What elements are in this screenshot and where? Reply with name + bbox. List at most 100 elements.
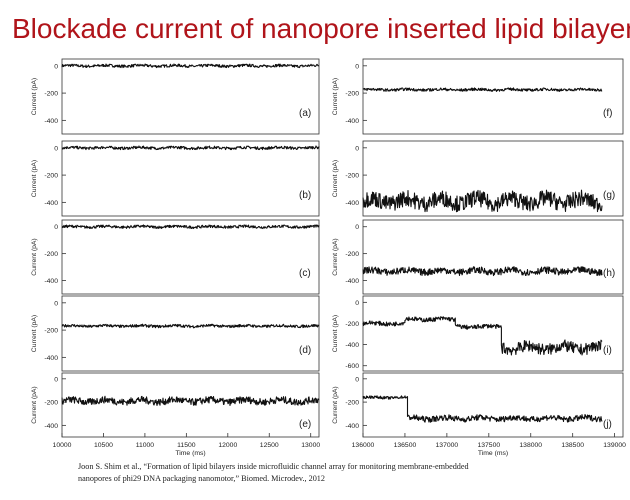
y-axis-label: Current (pA) xyxy=(31,386,38,423)
x-tick-label: 10500 xyxy=(94,442,113,449)
y-tick-label: 0 xyxy=(54,145,58,152)
trace-g xyxy=(362,189,603,213)
x-tick-label: 13000 xyxy=(301,442,320,449)
panel-g: 0 -200 -400 Current (pA) (g) xyxy=(332,140,624,217)
panel-label-e: (e) xyxy=(299,419,311,430)
panel-frame-d xyxy=(61,295,320,372)
panel-label-j: (j) xyxy=(603,419,612,430)
panel-frame-j xyxy=(362,372,624,438)
y-tick-label: -400 xyxy=(44,278,58,285)
y-tick-label: -200 xyxy=(345,173,359,180)
x-axis-label: Time (ms) xyxy=(175,450,205,457)
y-tick-label: -200 xyxy=(345,251,359,258)
y-tick-label: 0 xyxy=(355,224,359,231)
y-axis-label: Current (pA) xyxy=(31,238,38,275)
panel-frame-c xyxy=(61,219,320,295)
trace-a xyxy=(61,63,320,69)
citation: Joon S. Shim et al., “Formation of lipid… xyxy=(78,461,518,485)
trace-d xyxy=(61,323,320,329)
panel-label-f: (f) xyxy=(603,108,612,119)
x-tick-label: 138000 xyxy=(519,442,542,449)
y-tick-label: -200 xyxy=(44,251,58,258)
panel-frame-a xyxy=(61,58,320,135)
x-tick-label: 137500 xyxy=(477,442,500,449)
x-tick-label: 12000 xyxy=(218,442,237,449)
panel-label-a: (a) xyxy=(299,108,311,119)
trace-j xyxy=(362,395,603,423)
panel-label-g: (g) xyxy=(603,190,615,201)
y-tick-label: -400 xyxy=(44,118,58,125)
y-axis-label: Current (pA) xyxy=(31,315,38,352)
y-tick-label: 0 xyxy=(54,63,58,70)
panel-frame-i xyxy=(362,295,624,372)
x-tick-label: 11000 xyxy=(136,442,155,449)
y-tick-label: -400 xyxy=(345,118,359,125)
y-tick-label: -400 xyxy=(345,423,359,430)
panel-f: 0 -200 -400 Current (pA) (f) xyxy=(332,58,624,135)
panel-frame-e xyxy=(61,372,320,438)
y-tick-label: -200 xyxy=(345,321,359,328)
x-tick-label: 136000 xyxy=(352,442,375,449)
panel-i: 0 -200 -400 -600 Current (pA) (i) xyxy=(332,295,624,372)
x-tick-label: 139000 xyxy=(603,442,626,449)
y-tick-label: 0 xyxy=(355,63,359,70)
y-axis-label: Current (pA) xyxy=(332,78,339,115)
panel-frame-b xyxy=(61,140,320,217)
panel-frame-h xyxy=(362,219,624,295)
trace-h xyxy=(362,266,603,277)
trace-i xyxy=(362,316,603,356)
y-tick-label: -200 xyxy=(44,328,58,335)
panel-e: 0 -200 -400 Current (pA) 10000 10500 11000 1150… xyxy=(31,372,320,457)
y-tick-label: 0 xyxy=(355,300,359,307)
trace-c xyxy=(61,224,320,230)
y-tick-label: -400 xyxy=(44,423,58,430)
y-tick-label: 0 xyxy=(355,376,359,383)
y-tick-label: 0 xyxy=(54,376,58,383)
y-tick-label: -200 xyxy=(44,400,58,407)
y-axis-label: Current (pA) xyxy=(332,386,339,423)
x-tick-label: 137000 xyxy=(436,442,459,449)
y-tick-label: -400 xyxy=(345,200,359,207)
trace-e xyxy=(61,395,320,407)
citation-line-1: Joon S. Shim et al., “Formation of lipid… xyxy=(78,462,469,471)
panel-label-b: (b) xyxy=(299,190,311,201)
trace-f xyxy=(362,87,603,92)
panel-label-h: (h) xyxy=(603,268,615,279)
y-tick-label: -400 xyxy=(345,278,359,285)
y-tick-label: -200 xyxy=(345,91,359,98)
y-tick-label: 0 xyxy=(54,224,58,231)
y-axis-label: Current (pA) xyxy=(31,160,38,197)
panel-c: 0 -200 -400 Current (pA) (c) xyxy=(31,219,320,295)
y-tick-label: -400 xyxy=(44,355,58,362)
panel-b: 0 -200 -400 Current (pA) (b) xyxy=(31,140,320,217)
y-tick-label: -400 xyxy=(44,200,58,207)
y-axis-label: Current (pA) xyxy=(332,315,339,352)
x-tick-label: 138500 xyxy=(561,442,584,449)
panel-a: 0 -200 -400 Current (pA) (a) xyxy=(31,58,320,135)
y-tick-label: 0 xyxy=(355,145,359,152)
panel-h: 0 -200 -400 Current (pA) (h) xyxy=(332,219,624,295)
panel-label-c: (c) xyxy=(299,268,311,279)
slide-title: Blockade current of nanopore inserted li… xyxy=(12,13,630,44)
y-tick-label: -200 xyxy=(44,173,58,180)
panel-d: 0 -200 -400 Current (pA) (d) xyxy=(31,295,320,372)
y-axis-label: Current (pA) xyxy=(332,238,339,275)
panel-j: 0 -200 -400 Current (pA) 136000 136500 137000 1… xyxy=(332,372,626,457)
x-axis-label: Time (ms) xyxy=(478,450,508,457)
x-tick-label: 10000 xyxy=(53,442,72,449)
x-tick-label: 11500 xyxy=(177,442,196,449)
y-tick-label: -200 xyxy=(345,400,359,407)
panel-label-i: (i) xyxy=(603,345,612,356)
panel-frame-f xyxy=(362,58,624,135)
panel-label-d: (d) xyxy=(299,345,311,356)
trace-b xyxy=(61,145,320,151)
y-axis-label: Current (pA) xyxy=(332,160,339,197)
y-tick-label: -200 xyxy=(44,91,58,98)
y-tick-label: 0 xyxy=(54,300,58,307)
x-tick-label: 136500 xyxy=(394,442,417,449)
x-tick-label: 12500 xyxy=(260,442,279,449)
y-axis-label: Current (pA) xyxy=(31,78,38,115)
y-tick-label: -600 xyxy=(345,363,359,370)
y-tick-label: -400 xyxy=(345,342,359,349)
